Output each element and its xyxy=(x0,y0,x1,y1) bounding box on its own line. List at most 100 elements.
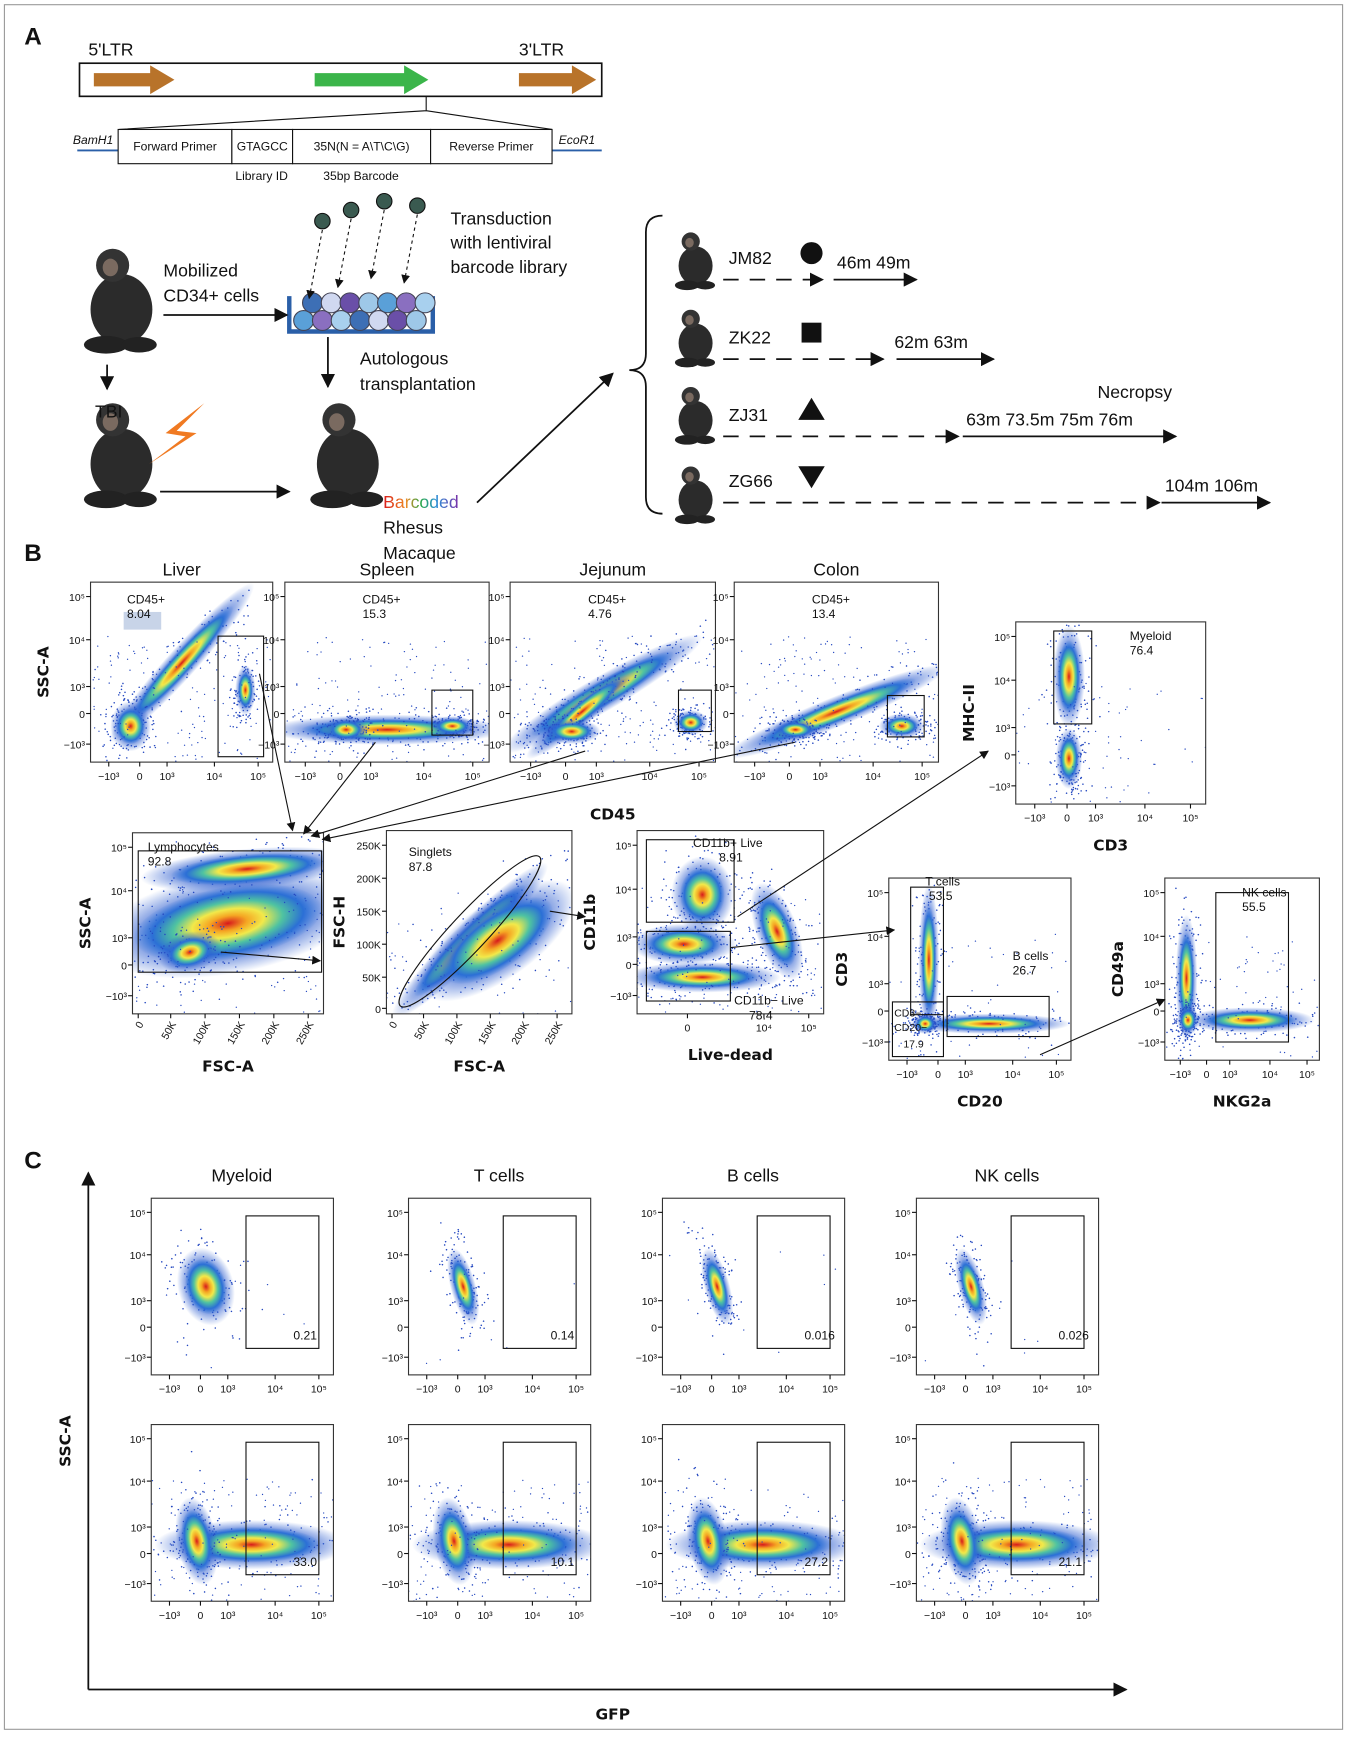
event xyxy=(435,647,436,648)
event xyxy=(183,887,184,888)
x-tick-label: 0 xyxy=(563,772,569,783)
event xyxy=(219,998,221,1000)
event xyxy=(1056,783,1058,785)
event xyxy=(1067,615,1069,617)
event xyxy=(678,867,680,869)
event xyxy=(930,723,932,725)
event xyxy=(349,721,350,722)
event xyxy=(331,713,332,714)
event xyxy=(195,726,197,728)
event xyxy=(197,742,198,743)
event xyxy=(543,720,545,722)
event xyxy=(598,714,600,716)
y-tick-label: 10³ xyxy=(112,934,128,945)
animal-name: ZJ31 xyxy=(729,405,768,425)
event xyxy=(250,726,251,727)
event xyxy=(312,737,314,739)
event xyxy=(199,924,201,926)
event xyxy=(1073,798,1075,800)
y-tick-label: 0 xyxy=(79,710,85,721)
event xyxy=(192,724,193,725)
event xyxy=(925,724,927,726)
event xyxy=(883,715,884,716)
event xyxy=(123,695,125,697)
event xyxy=(786,745,788,747)
event xyxy=(808,741,810,743)
x-tick-label: 10⁵ xyxy=(1182,814,1198,825)
event xyxy=(252,652,254,654)
animal-symbol xyxy=(798,398,824,420)
event xyxy=(1050,646,1052,648)
event xyxy=(230,891,231,892)
event xyxy=(600,685,601,686)
event xyxy=(1192,761,1193,762)
event xyxy=(539,959,540,960)
event xyxy=(277,587,279,589)
event xyxy=(343,851,345,853)
event xyxy=(690,707,692,709)
event xyxy=(89,958,91,960)
event xyxy=(597,862,599,864)
event xyxy=(480,970,481,971)
event xyxy=(761,663,762,664)
event xyxy=(592,717,594,719)
event xyxy=(747,683,748,684)
event xyxy=(178,642,179,643)
event xyxy=(393,693,394,694)
y-tick-label: 0 xyxy=(274,710,280,721)
event xyxy=(155,736,157,738)
virion xyxy=(410,198,425,213)
event xyxy=(239,712,241,714)
event xyxy=(351,1046,353,1048)
event xyxy=(588,683,590,685)
event xyxy=(209,610,211,612)
event xyxy=(660,971,662,973)
event xyxy=(823,733,825,735)
cell xyxy=(350,311,370,331)
event xyxy=(310,719,311,720)
event xyxy=(449,715,451,717)
event xyxy=(543,724,545,726)
event xyxy=(600,645,601,646)
event xyxy=(666,964,668,966)
cell xyxy=(378,293,398,313)
event xyxy=(853,676,854,677)
event xyxy=(925,731,927,733)
event xyxy=(318,743,320,745)
event xyxy=(814,738,816,740)
event xyxy=(99,880,101,882)
animal-symbol xyxy=(798,466,824,488)
density-core xyxy=(678,714,703,732)
event xyxy=(389,1017,391,1019)
event xyxy=(209,662,210,663)
event xyxy=(118,652,119,653)
event xyxy=(794,739,795,740)
event xyxy=(784,658,785,659)
event xyxy=(271,985,272,986)
event xyxy=(731,963,733,965)
event xyxy=(304,706,306,708)
event xyxy=(664,861,666,863)
event xyxy=(867,676,869,678)
event xyxy=(608,955,610,957)
event xyxy=(1066,792,1068,794)
event xyxy=(119,744,120,745)
event xyxy=(327,852,329,854)
event xyxy=(467,659,468,660)
event xyxy=(216,652,218,654)
event xyxy=(322,723,324,725)
event xyxy=(921,733,923,735)
event xyxy=(833,652,834,653)
event xyxy=(567,715,569,717)
event xyxy=(674,753,675,754)
event xyxy=(277,897,278,898)
event xyxy=(317,712,318,713)
step-label: CD34+ cells xyxy=(163,286,259,306)
gate-label: CD45+ xyxy=(127,593,165,607)
event xyxy=(241,928,242,929)
event xyxy=(717,920,719,922)
event xyxy=(186,930,187,931)
event xyxy=(269,940,270,941)
event xyxy=(56,1008,58,1010)
event xyxy=(235,632,237,634)
